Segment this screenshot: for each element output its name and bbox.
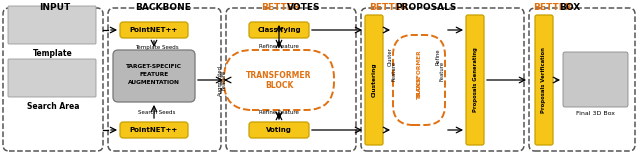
FancyBboxPatch shape — [249, 22, 309, 38]
Text: Refine Feature: Refine Feature — [259, 43, 299, 49]
Text: BETTER: BETTER — [261, 3, 300, 12]
Text: Clustering: Clustering — [371, 63, 376, 97]
Text: Classifying: Classifying — [257, 27, 301, 33]
Text: BACKBONE: BACKBONE — [135, 3, 191, 12]
Text: AUGMENTATION: AUGMENTATION — [128, 81, 180, 86]
FancyBboxPatch shape — [249, 122, 309, 138]
FancyBboxPatch shape — [113, 50, 195, 102]
FancyBboxPatch shape — [466, 15, 484, 145]
FancyBboxPatch shape — [365, 15, 383, 145]
Text: BOX: BOX — [559, 3, 580, 12]
FancyBboxPatch shape — [563, 52, 628, 107]
Text: PROPOSALS: PROPOSALS — [395, 3, 456, 12]
Text: TRANSFORMER: TRANSFORMER — [246, 70, 312, 79]
FancyBboxPatch shape — [120, 122, 188, 138]
Text: Voting: Voting — [266, 127, 292, 133]
Text: Feature: Feature — [440, 61, 445, 81]
Text: Feature: Feature — [221, 70, 227, 90]
Text: INPUT: INPUT — [40, 3, 70, 12]
Text: Template Seeds: Template Seeds — [135, 44, 179, 49]
FancyBboxPatch shape — [8, 59, 96, 97]
Text: VOTES: VOTES — [287, 3, 321, 12]
Text: Proposals Generating: Proposals Generating — [472, 48, 477, 112]
Text: Cluster: Cluster — [387, 48, 392, 66]
Text: BETTER: BETTER — [533, 3, 572, 12]
Text: PointNET++: PointNET++ — [130, 27, 178, 33]
Text: Template: Template — [33, 49, 73, 58]
Text: Final 3D Box: Final 3D Box — [576, 111, 615, 116]
Text: PointNET++: PointNET++ — [130, 127, 178, 133]
Text: TRANSFORMER: TRANSFORMER — [417, 49, 422, 99]
Text: Refine: Refine — [435, 49, 440, 65]
Text: BLOCK: BLOCK — [417, 75, 422, 97]
FancyBboxPatch shape — [535, 15, 553, 145]
Text: FEATURE: FEATURE — [140, 71, 168, 76]
FancyBboxPatch shape — [8, 6, 96, 44]
FancyBboxPatch shape — [120, 22, 188, 38]
Text: Feature: Feature — [392, 61, 397, 81]
Text: BLOCK: BLOCK — [265, 81, 293, 89]
Text: Search Seeds: Search Seeds — [138, 111, 176, 116]
FancyBboxPatch shape — [393, 35, 445, 125]
Text: Augmented: Augmented — [218, 65, 223, 95]
FancyBboxPatch shape — [224, 50, 334, 110]
Text: BETTER: BETTER — [369, 3, 408, 12]
Text: Search Area: Search Area — [27, 102, 79, 111]
Text: Refine Feature: Refine Feature — [259, 109, 299, 114]
Text: Proposals Verification: Proposals Verification — [541, 47, 547, 113]
Text: TARGET-SPECIFIC: TARGET-SPECIFIC — [126, 63, 182, 68]
